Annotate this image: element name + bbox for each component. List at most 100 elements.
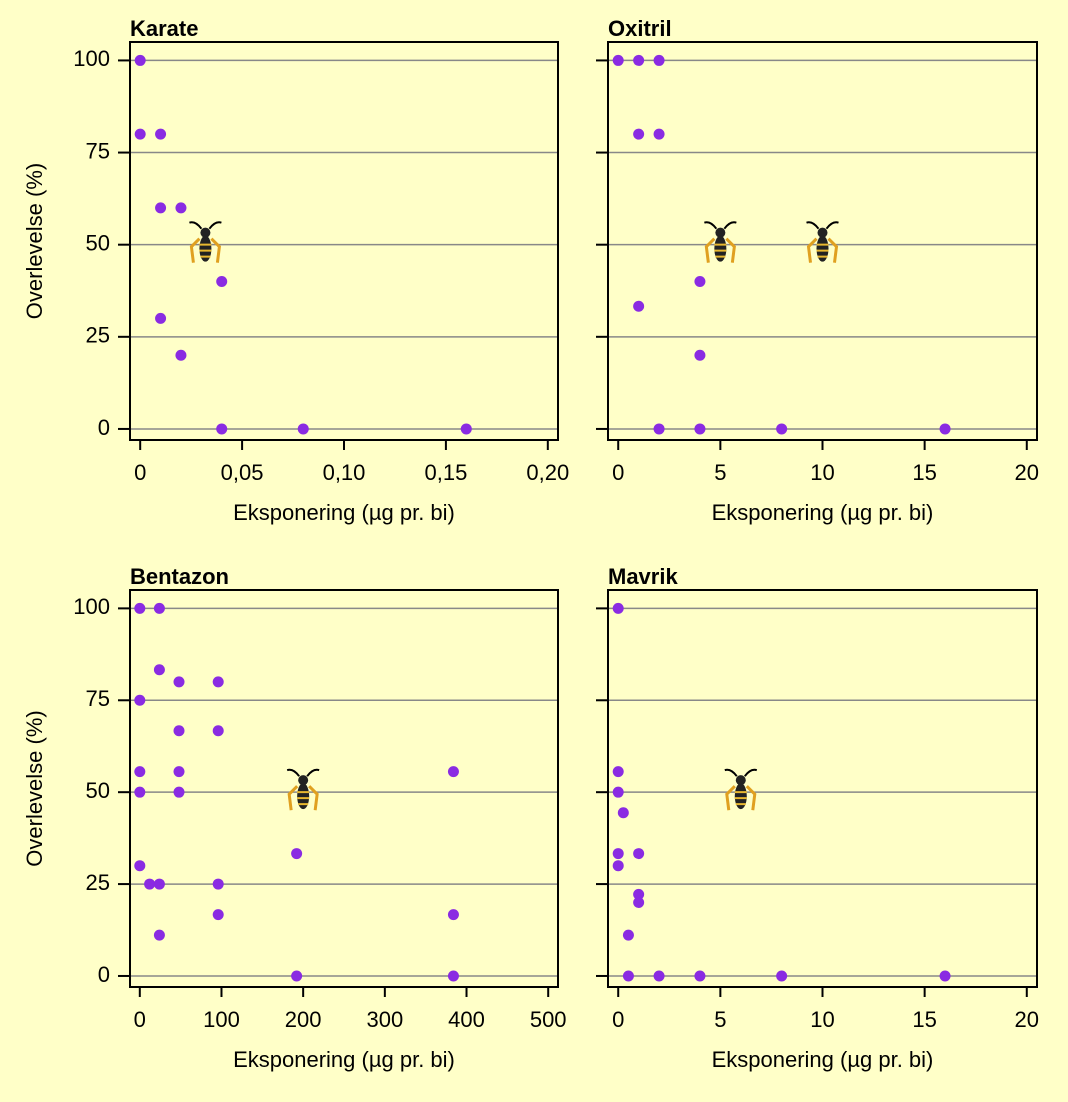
point: [633, 848, 645, 860]
bee-part: [806, 221, 839, 230]
bee-marker: [724, 768, 758, 811]
point: [633, 300, 645, 312]
bee-part: [806, 237, 839, 263]
x-tick-label: 500: [530, 1007, 567, 1032]
bee-marker: [806, 221, 839, 263]
point: [633, 888, 645, 900]
point: [633, 896, 645, 908]
bee-part: [704, 237, 736, 263]
point: [612, 786, 624, 798]
point: [153, 664, 165, 676]
point: [653, 423, 665, 435]
point: [694, 423, 706, 435]
y-tick-label: 0: [98, 962, 110, 987]
x-tick-label: 20: [1015, 1007, 1039, 1032]
x-tick-label: 0,10: [323, 460, 366, 485]
plot-area: [608, 590, 1037, 987]
point: [653, 54, 665, 66]
bee-part: [734, 791, 747, 806]
y-tick-label: 100: [73, 594, 110, 619]
point: [776, 970, 788, 982]
bee-part: [199, 243, 212, 258]
x-tick-label: 20: [1015, 460, 1039, 485]
point: [633, 128, 645, 140]
plot-frame: [129, 589, 559, 988]
point: [153, 929, 165, 941]
bee-part: [704, 221, 737, 230]
x-tick-label: 15: [912, 460, 936, 485]
x-tick-label: 0: [612, 1007, 624, 1032]
bee-part: [725, 785, 757, 811]
y-tick-label: 0: [98, 415, 110, 440]
panel-title: Oxitril: [608, 16, 672, 41]
x-axis-label: Eksponering (µg pr. bi): [233, 500, 455, 525]
point: [612, 54, 624, 66]
point: [175, 349, 187, 361]
x-tick-label: 100: [203, 1007, 240, 1032]
x-axis-label: Eksponering (µg pr. bi): [712, 1047, 934, 1072]
point: [212, 878, 224, 890]
y-tick-label: 50: [86, 230, 110, 255]
x-tick-label: 0: [612, 460, 624, 485]
bee-part: [297, 791, 310, 806]
x-tick-label: 0: [134, 1007, 146, 1032]
point: [297, 423, 309, 435]
y-tick-label: 75: [86, 686, 110, 711]
plot-area: [130, 42, 558, 440]
bee-part: [816, 235, 829, 262]
point: [447, 766, 459, 778]
x-tick-label: 0,20: [526, 460, 569, 485]
point: [216, 423, 228, 435]
bee-part: [734, 783, 747, 810]
point: [212, 909, 224, 921]
y-tick-label: 50: [86, 778, 110, 803]
point: [622, 929, 634, 941]
x-axis-label: Eksponering (µg pr. bi): [233, 1047, 455, 1072]
plot-frame: [607, 589, 1038, 988]
point: [144, 878, 156, 890]
x-tick-label: 0: [134, 460, 146, 485]
point: [212, 725, 224, 737]
point: [653, 970, 665, 982]
point: [612, 766, 624, 778]
x-tick-label: 15: [912, 1007, 936, 1032]
x-tick-label: 200: [285, 1007, 322, 1032]
bee-part: [199, 235, 212, 262]
point: [694, 276, 706, 288]
x-tick-label: 5: [714, 460, 726, 485]
point: [155, 202, 167, 214]
bee-marker: [286, 768, 320, 811]
x-tick-label: 0,05: [221, 460, 264, 485]
bee-part: [189, 237, 221, 263]
point: [291, 970, 303, 982]
point: [134, 766, 146, 778]
point: [212, 676, 224, 688]
plot-area: [130, 590, 558, 987]
point: [134, 602, 146, 614]
y-axis-label: Overlevelse (%): [22, 710, 47, 866]
point: [612, 602, 624, 614]
y-tick-label: 75: [86, 138, 110, 163]
point: [617, 807, 629, 819]
point: [134, 128, 146, 140]
plot-frame: [607, 41, 1038, 441]
y-tick-label: 100: [73, 46, 110, 71]
point: [612, 848, 624, 860]
bee-part: [817, 227, 828, 238]
point: [460, 423, 472, 435]
panel-title: Mavrik: [608, 564, 678, 589]
point: [175, 202, 187, 214]
y-tick-label: 25: [86, 323, 110, 348]
bee-part: [287, 785, 319, 811]
plot-frame: [129, 41, 559, 441]
point: [653, 128, 665, 140]
point: [939, 970, 951, 982]
point: [447, 970, 459, 982]
bee-part: [715, 227, 726, 238]
bee-part: [816, 243, 829, 258]
bee-part: [189, 221, 222, 230]
point: [155, 128, 167, 140]
point: [612, 860, 624, 872]
point: [173, 725, 185, 737]
